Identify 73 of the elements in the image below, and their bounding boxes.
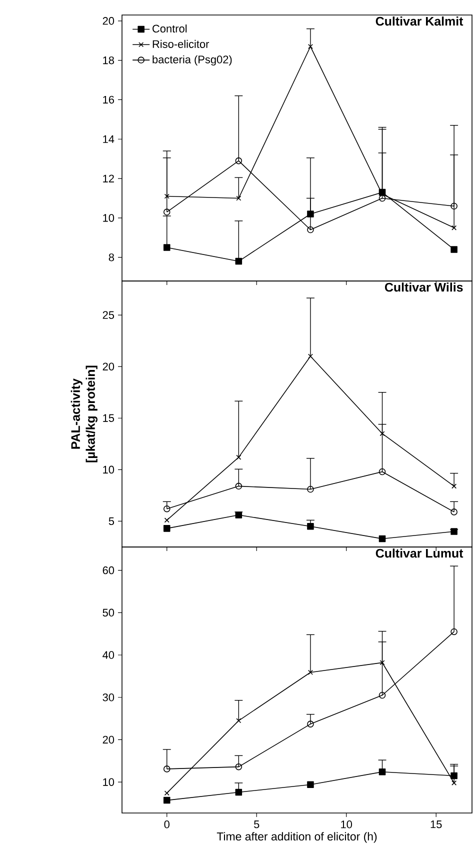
y-tick-label: 18: [103, 56, 114, 64]
point: [163, 244, 170, 251]
y-tick-label: 50: [102, 608, 114, 617]
point: [308, 670, 313, 675]
y-tick-label: 10: [103, 778, 114, 786]
point: [450, 528, 458, 535]
point: [307, 486, 314, 493]
y-tick-label: 20: [102, 736, 114, 744]
point: [450, 628, 458, 636]
point: [378, 468, 386, 476]
point: [236, 718, 242, 724]
point: [450, 508, 458, 516]
x-tick-label: 10: [341, 820, 352, 828]
point: [235, 763, 242, 770]
point: [308, 354, 313, 359]
y-tick-label: 25: [102, 311, 114, 319]
y-tick-label: 16: [103, 96, 114, 104]
point: [380, 431, 385, 436]
point: [378, 194, 386, 202]
point: [307, 720, 314, 728]
point: [378, 535, 386, 542]
point: [308, 44, 313, 50]
x-tick-label: 5: [254, 820, 260, 828]
point: [378, 768, 386, 776]
point: [235, 258, 242, 265]
y-tick-label: 10: [103, 466, 114, 474]
point: [307, 210, 314, 218]
legend-label: bacteria (Psg02): [152, 55, 232, 66]
legend-label: Riso-elicitor: [152, 40, 210, 48]
point: [236, 196, 242, 201]
point: [163, 208, 170, 216]
point: [307, 226, 314, 234]
y-tick-label: 40: [102, 651, 114, 659]
point: [163, 525, 170, 532]
y-tick-label: 8: [108, 253, 114, 262]
point: [450, 772, 458, 780]
y-tick-label: 60: [102, 566, 114, 574]
point: [380, 660, 385, 666]
point: [235, 482, 242, 490]
point: [452, 225, 457, 230]
point: [164, 194, 170, 199]
chart-title: Cultivar Kalmit: [376, 16, 464, 26]
point: [235, 512, 242, 518]
point: [164, 518, 170, 523]
y-tick-label: 10: [103, 214, 114, 222]
chart-title: Cultivar Lumut: [376, 548, 464, 558]
point: [235, 157, 242, 164]
x-tick-label: 0: [164, 820, 170, 828]
point: [378, 692, 386, 699]
x-axis-title: Time after addition of elicitor (h): [216, 832, 377, 843]
point: [164, 790, 170, 796]
point: [450, 246, 458, 253]
y-tick-label: 20: [102, 362, 114, 370]
point: [163, 766, 170, 772]
point: [236, 454, 242, 460]
x-tick-label: 15: [430, 820, 442, 828]
y-tick-label: 14: [103, 135, 114, 143]
y-tick-label: 5: [108, 517, 114, 526]
legend-label: Control: [152, 24, 187, 33]
y-axis-title: PAL-activity [µkat/kg protein]: [70, 366, 98, 462]
y-tick-label: 12: [103, 174, 114, 182]
y-tick-label: 30: [102, 693, 114, 702]
point: [450, 202, 458, 210]
point: [235, 788, 242, 796]
point: [163, 796, 170, 804]
y-tick-label: 20: [102, 17, 114, 25]
point: [452, 484, 457, 489]
y-tick-label: 15: [103, 414, 114, 422]
point: [163, 505, 170, 512]
point: [307, 522, 314, 530]
chart-title: Cultivar Wilis: [384, 282, 463, 292]
point: [307, 781, 314, 788]
point: [452, 780, 457, 786]
